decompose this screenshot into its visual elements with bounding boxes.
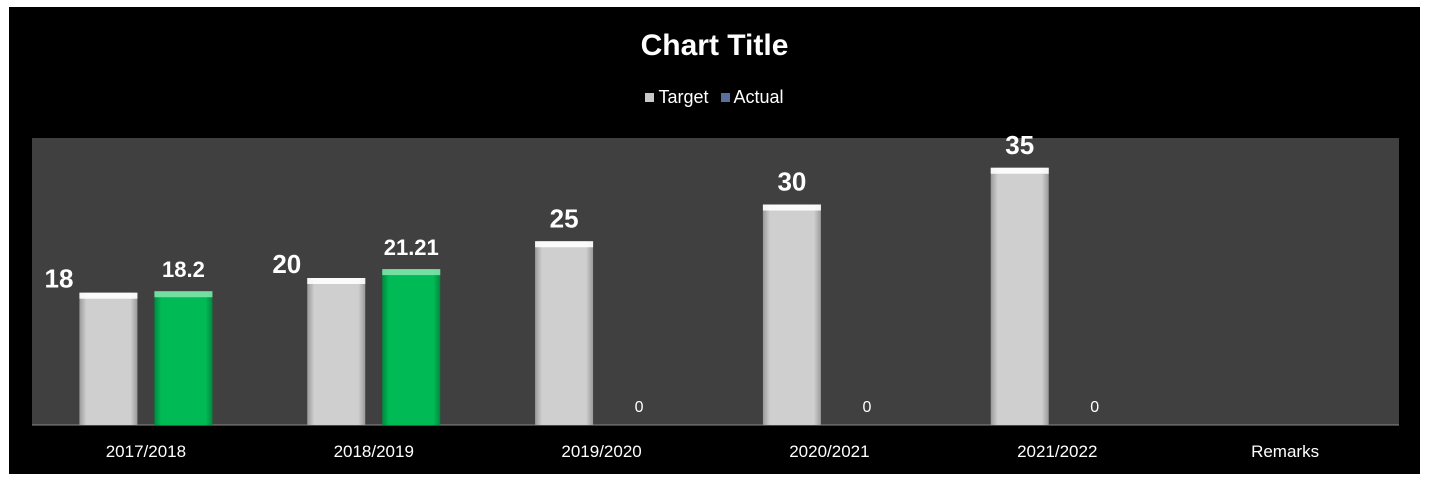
bar-highlight-target	[307, 278, 366, 284]
x-tick-label: 2021/2022	[1017, 442, 1097, 461]
legend-swatch-actual	[720, 93, 730, 102]
chart-frame: Chart Title Target Actual 2017/2018 18 18.…	[9, 7, 1420, 474]
x-tick-label: Remarks	[1251, 442, 1319, 461]
data-label-actual: 0	[862, 399, 871, 416]
bar-actual	[382, 269, 441, 425]
bar-highlight-target	[535, 241, 594, 248]
legend-label-target: Target	[658, 87, 709, 107]
bar-highlight-target	[762, 204, 821, 211]
data-label-target: 30	[777, 167, 806, 197]
plot-area	[32, 138, 1399, 425]
data-label-actual: 0	[1090, 399, 1099, 416]
data-label-actual: 0	[635, 399, 644, 416]
x-tick-label: 2017/2018	[106, 442, 186, 461]
bar-target	[762, 204, 821, 425]
data-label-target: 20	[272, 249, 301, 279]
legend: Target Actual	[9, 87, 1420, 108]
bar-highlight-target	[79, 292, 138, 299]
bar-highlight-actual	[382, 269, 441, 276]
chart-title: Chart Title	[640, 29, 789, 62]
bar-target	[307, 278, 366, 425]
bar-target	[990, 167, 1049, 425]
legend-label-actual: Actual	[733, 87, 784, 107]
legend-item-actual: Actual	[720, 87, 784, 108]
data-label-actual: 21.21	[384, 235, 439, 260]
data-label-actual: 18.2	[162, 257, 205, 282]
bar-target	[79, 292, 138, 425]
x-tick-label: 2020/2021	[789, 442, 869, 461]
x-tick-label: 2019/2020	[561, 442, 641, 461]
data-label-target: 35	[1005, 130, 1034, 160]
bar-actual	[154, 291, 213, 425]
bar-highlight-target	[990, 167, 1049, 174]
x-tick-label: 2018/2019	[334, 442, 414, 461]
legend-item-target: Target	[645, 87, 709, 108]
data-label-target: 18	[44, 264, 73, 294]
bar-highlight-actual	[154, 291, 213, 298]
bar-target	[535, 241, 594, 425]
data-label-target: 25	[550, 203, 579, 233]
plot-svg: 2017/2018 18 18.2 2018/2019 20 21.21 2019/2020…	[32, 130, 1399, 461]
legend-swatch-target	[645, 93, 655, 102]
